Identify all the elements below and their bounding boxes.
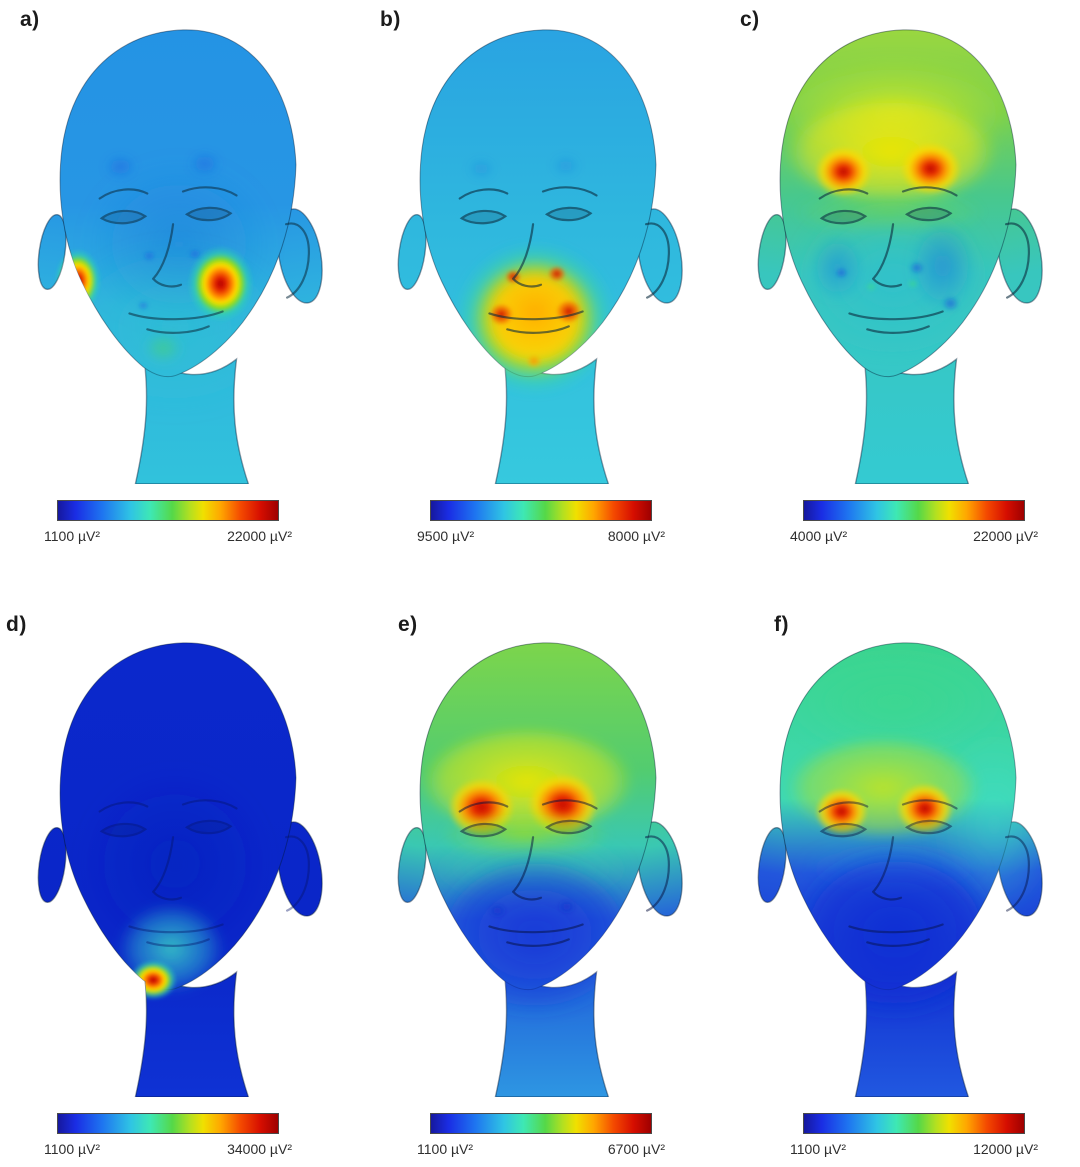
colorbar-labels: 1100 µV² 12000 µV² xyxy=(790,1141,1038,1157)
colorbar-min-label: 9500 µV² xyxy=(417,528,475,544)
colorbar: 1100 µV² 12000 µV² xyxy=(790,1113,1038,1157)
colorbar-max-label: 12000 µV² xyxy=(973,1141,1038,1157)
head-heatmap xyxy=(397,642,683,1097)
panel-label: c) xyxy=(740,8,760,31)
panel-c: c) 4000 µV² 22000 µV² xyxy=(720,0,1080,585)
panel-a: a) 1100 µV² 22000 µV² xyxy=(0,0,360,585)
colorbar-min-label: 4000 µV² xyxy=(790,528,848,544)
head-heatmap xyxy=(757,642,1049,1097)
colorbar-gradient xyxy=(803,500,1025,521)
colorbar-gradient xyxy=(803,1113,1025,1134)
panel-label: b) xyxy=(380,8,401,31)
panel-e: e) 1100 µV² 6700 µV² xyxy=(360,585,720,1167)
panel-label: f) xyxy=(774,613,789,636)
colorbar-gradient xyxy=(430,1113,652,1134)
colorbar: 4000 µV² 22000 µV² xyxy=(790,500,1038,544)
panel-label: e) xyxy=(398,613,418,636)
colorbar-max-label: 22000 µV² xyxy=(227,528,292,544)
colorbar-min-label: 1100 µV² xyxy=(44,528,101,544)
head-heatmap xyxy=(397,29,683,484)
colorbar-max-label: 34000 µV² xyxy=(227,1141,292,1157)
colorbar: 1100 µV² 22000 µV² xyxy=(44,500,292,544)
panel-b: b) 9500 µV² 8000 µV² xyxy=(360,0,720,585)
colorbar-labels: 1100 µV² 6700 µV² xyxy=(417,1141,665,1157)
colorbar: 1100 µV² 6700 µV² xyxy=(417,1113,665,1157)
head-heatmap xyxy=(37,642,323,1097)
colorbar-labels: 4000 µV² 22000 µV² xyxy=(790,528,1038,544)
colorbar-max-label: 6700 µV² xyxy=(607,1141,665,1157)
head-heatmap xyxy=(37,29,323,484)
head-heatmap xyxy=(757,29,1043,484)
colorbar-min-label: 1100 µV² xyxy=(44,1141,101,1157)
panel-f: f) 1100 µV² 12000 µV² xyxy=(720,585,1080,1167)
colorbar-min-label: 1100 µV² xyxy=(417,1141,474,1157)
colorbar: 9500 µV² 8000 µV² xyxy=(417,500,665,544)
colorbar-gradient xyxy=(57,500,279,521)
panel-label: a) xyxy=(20,8,40,31)
colorbar-labels: 9500 µV² 8000 µV² xyxy=(417,528,665,544)
colorbar-max-label: 8000 µV² xyxy=(607,528,665,544)
colorbar-labels: 1100 µV² 22000 µV² xyxy=(44,528,292,544)
colorbar-gradient xyxy=(430,500,652,521)
colorbar-max-label: 22000 µV² xyxy=(973,528,1038,544)
panel-d: d) 1100 µV² 34000 µV² xyxy=(0,585,360,1167)
colorbar-labels: 1100 µV² 34000 µV² xyxy=(44,1141,292,1157)
colorbar-min-label: 1100 µV² xyxy=(790,1141,847,1157)
colorbar-gradient xyxy=(57,1113,279,1134)
panel-label: d) xyxy=(6,613,27,636)
colorbar: 1100 µV² 34000 µV² xyxy=(44,1113,292,1157)
